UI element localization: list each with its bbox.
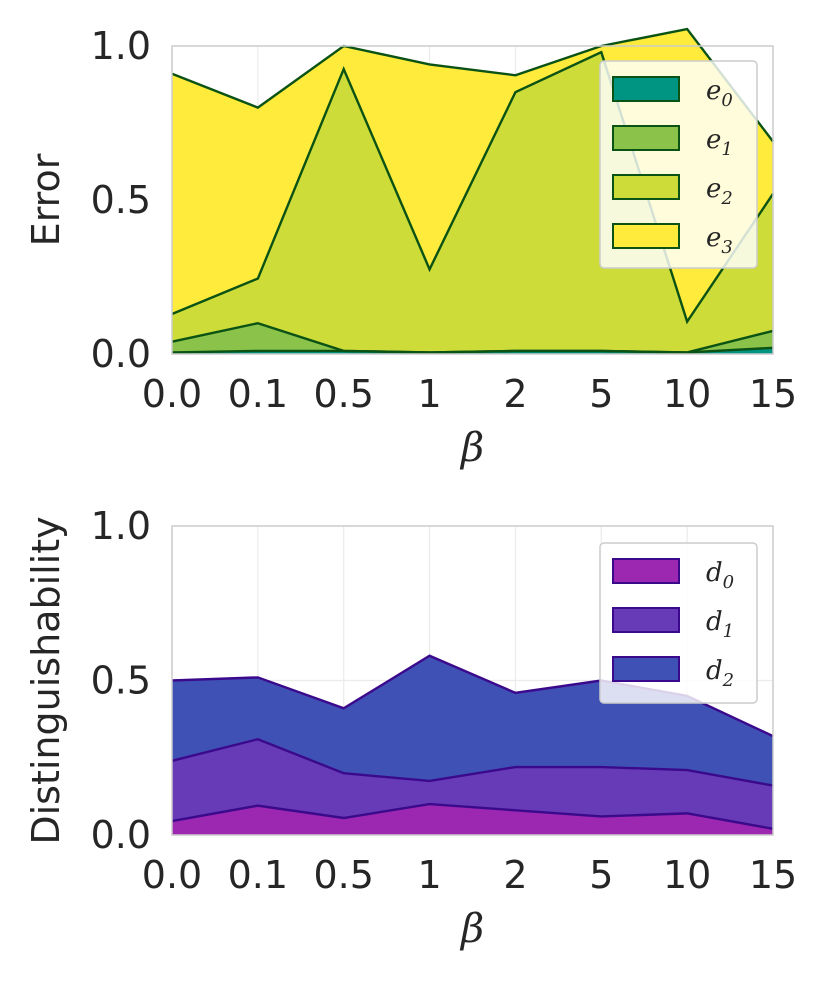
distinguishability-panel: 0.0 0.1 0.5 1 2 5 10 150.00.51.0βDistinguishabi… (24, 504, 797, 952)
legend-subscript: 2 (720, 188, 732, 209)
x-tick-label: 0.5 (313, 853, 373, 897)
x-tick-label: 2 (503, 372, 527, 416)
legend-frame (599, 60, 758, 269)
legend-label-e3: e3 (706, 223, 733, 258)
legend-subscript: 2 (722, 670, 734, 691)
x-axis-label: β (459, 425, 484, 471)
x-tick-label: 1 (417, 372, 441, 416)
x-tick-label: 15 (749, 853, 797, 897)
legend-swatch-e2 (612, 174, 680, 200)
plot-frame (171, 525, 774, 836)
legend-label-e0: e0 (706, 76, 733, 111)
x-tick-label: 2 (503, 853, 527, 897)
y-tick-label: 1.0 (91, 24, 151, 68)
legend-symbol: e (706, 76, 721, 106)
y-axis-label: Error (24, 153, 68, 246)
x-axis-label: β (459, 906, 484, 952)
series-line-d1 (171, 737, 774, 787)
legend-swatch-e0 (612, 76, 680, 102)
x-tick-label: 5 (589, 853, 613, 897)
area-d0 (172, 804, 773, 835)
plot-frame (171, 45, 774, 355)
legend-symbol: d (706, 558, 723, 588)
y-tick-label: 0.0 (91, 332, 151, 376)
series-line-e1 (171, 321, 774, 354)
legend-swatch-e3 (612, 223, 680, 249)
x-tick-label: 1 (417, 853, 441, 897)
legend-subscript: 0 (723, 572, 734, 593)
series-line-e3 (171, 27, 774, 143)
legend-label-d0: d0 (706, 558, 734, 593)
legend-symbol: e (706, 174, 721, 204)
legend-symbol: e (706, 223, 721, 253)
series-line-d0 (171, 802, 774, 831)
legend-swatch-d1 (612, 607, 680, 633)
x-tick-label: 15 (749, 372, 797, 416)
legend-subscript: 1 (721, 139, 732, 160)
legend-swatch-d0 (612, 558, 680, 584)
legend-label-d2: d2 (706, 656, 734, 691)
y-tick-label: 1.0 (91, 504, 151, 548)
legend-subscript: 1 (723, 621, 734, 642)
series-line-e2 (171, 50, 774, 325)
legend-swatch-e1 (612, 125, 680, 151)
x-tick-label: 0.1 (228, 853, 288, 897)
area-d1 (172, 739, 773, 829)
y-tick-labels: 0.0 0.5 1.0 (91, 504, 151, 857)
legend-label-d1: d1 (706, 607, 734, 642)
legend-subscript: 0 (721, 90, 732, 111)
y-tick-label: 0.5 (91, 178, 151, 222)
legend-label-e2: e2 (706, 174, 733, 209)
x-tick-label: 0.0 (142, 853, 202, 897)
x-tick-labels: 0.0 0.1 0.5 1 2 5 10 15 (142, 853, 797, 897)
x-tick-label: 0.1 (228, 372, 288, 416)
y-axis-label: Distinguishability (24, 516, 68, 844)
x-tick-label: 5 (589, 372, 613, 416)
y-tick-label: 0.5 (91, 659, 151, 703)
y-tick-label: 0.0 (91, 813, 151, 857)
legend-swatch-d2 (612, 656, 680, 682)
x-tick-label: 10 (663, 372, 711, 416)
legend-symbol: d (706, 656, 723, 686)
x-tick-label: 10 (663, 853, 711, 897)
x-tick-label: 0.0 (142, 372, 202, 416)
legend-label-e1: e1 (706, 125, 733, 160)
legend-symbol: d (706, 607, 723, 637)
legend-symbol: e (706, 125, 721, 155)
y-tick-labels: 0.0 0.5 1.0 (91, 24, 151, 376)
x-tick-label: 0.5 (313, 372, 373, 416)
legend-subscript: 3 (721, 237, 732, 258)
x-tick-labels: 0.0 0.1 0.5 1 2 5 10 15 (142, 372, 797, 416)
